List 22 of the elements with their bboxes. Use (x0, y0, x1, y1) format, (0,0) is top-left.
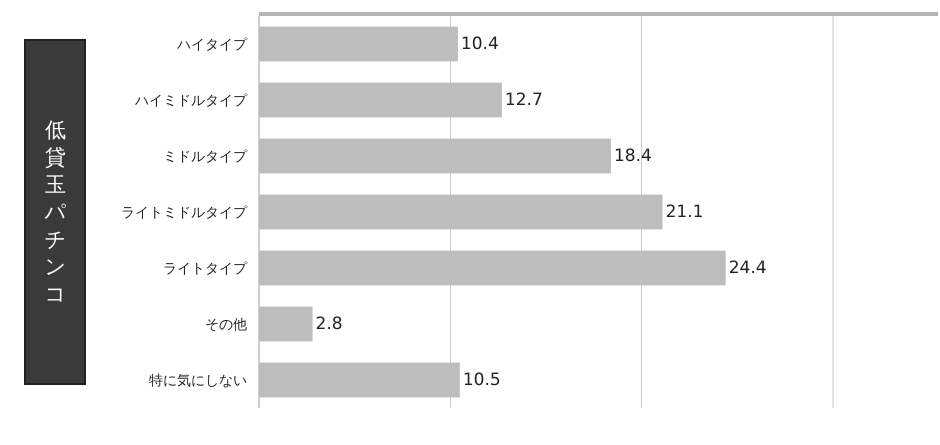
bar (259, 138, 611, 174)
bar (259, 250, 726, 286)
bar (259, 194, 663, 230)
y-tick-label: ライトミドルタイプ (121, 204, 248, 221)
data-label: 10.5 (462, 370, 501, 390)
bar (259, 362, 460, 398)
data-label: 12.7 (504, 90, 543, 110)
y-tick-label: ハイミドルタイプ (134, 92, 248, 109)
y-tick-label: ハイタイプ (176, 36, 248, 53)
y-tick-label: その他 (205, 316, 248, 333)
bar (259, 82, 502, 118)
data-label: 10.4 (460, 34, 499, 54)
bar (259, 26, 458, 62)
data-label: 21.1 (666, 202, 704, 222)
y-tick-label: ライトタイプ (163, 260, 248, 277)
data-label: 2.8 (316, 314, 343, 334)
data-label: 18.4 (614, 146, 652, 166)
text: 低貸玉パチンコ (44, 118, 66, 306)
y-tick-label: 特に気にしない (149, 372, 248, 389)
y-tick-label: ミドルタイプ (163, 148, 248, 165)
bar (259, 306, 313, 342)
data-label: 24.4 (728, 258, 767, 278)
